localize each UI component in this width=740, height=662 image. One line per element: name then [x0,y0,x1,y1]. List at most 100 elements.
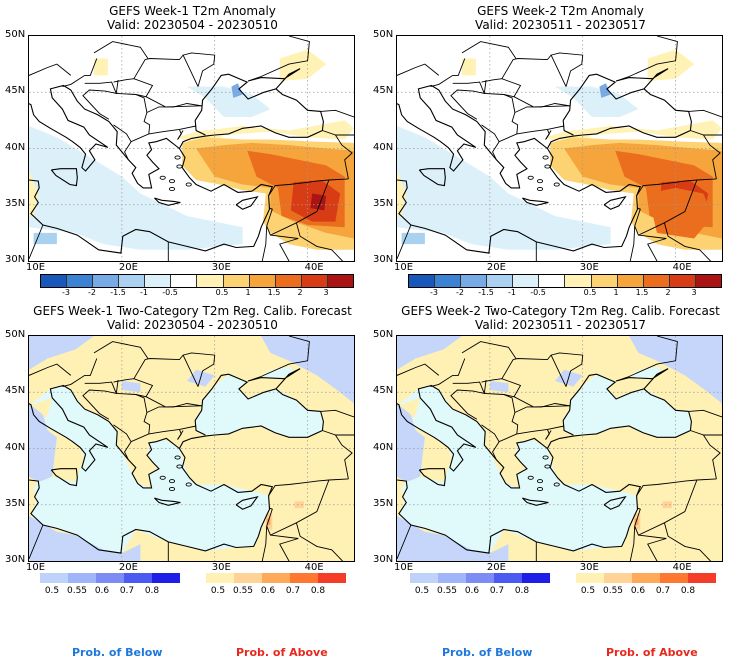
lon-tick-label: 30E [211,262,231,273]
colorbar-swatch [145,275,172,287]
prob-below-caption-left: Prob. of Below [72,646,163,659]
colorbar-swatch [68,573,96,583]
colorbar-swatch [152,573,180,583]
colorbar-swatch [124,573,152,583]
prob-colorbar-label: 0.55 [436,586,458,596]
colorbar-swatch [669,275,696,287]
colorbar-swatch [93,275,120,287]
lon-tick-label: 20E [118,562,138,573]
prob-colorbar-label: 0.8 [514,586,530,596]
prob-colorbar-label: 0.7 [119,586,135,596]
lon-tick-label: 10E [394,262,414,273]
colorbar-swatch [290,573,318,583]
colorbar-label: -3 [430,288,438,297]
colorbar-label: -3 [62,288,70,297]
lat-tick-label: 35N [373,497,394,509]
prob-above-colorbar-week2 [576,573,716,583]
colorbar-label: 1 [245,288,251,297]
colorbar-swatch [234,573,262,583]
colorbar-swatch [197,275,224,287]
colorbar-label: 1.5 [635,288,649,297]
lat-tick-label: 45N [373,385,394,397]
colorbar-swatch [41,275,68,287]
prob-colorbar-label: 0.8 [310,586,326,596]
colorbar-swatch [223,275,250,287]
colorbar-label: 0.5 [215,288,229,297]
map-canvas [397,336,722,561]
lat-tick-label: 45N [373,85,394,97]
lon-tick-label: 40E [672,262,692,273]
colorbar-label: -0.5 [530,288,546,297]
prob-colorbar-label: 0.7 [655,586,671,596]
panel3-valid: Valid: 20230504 - 20230510 [107,318,278,332]
lon-tick-label: 20E [118,262,138,273]
lat-tick-label: 35N [5,197,26,209]
colorbar-swatch [695,275,721,287]
colorbar-label: -1 [140,288,148,297]
colorbar-label: -1.5 [110,288,126,297]
colorbar-swatch [539,275,566,287]
colorbar-label: 1 [613,288,619,297]
colorbar-swatch [487,275,514,287]
colorbar-swatch [435,275,462,287]
panel4-title: GEFS Week-2 Two-Category T2m Reg. Calib.… [401,304,720,318]
prob-colorbar-label: 0.5 [210,586,226,596]
lon-tick-label: 40E [672,562,692,573]
colorbar-swatch [249,275,276,287]
colorbar-label: 2 [297,288,303,297]
colorbar-swatch [576,573,604,583]
colorbar-swatch [327,275,353,287]
colorbar-swatch [660,573,688,583]
colorbar-swatch [410,573,438,583]
lon-tick-label: 20E [486,562,506,573]
lat-tick-label: 30N [5,554,26,565]
colorbar-swatch [96,573,124,583]
prob-colorbar-label: 0.55 [66,586,88,596]
panel2-title: GEFS Week-2 T2m Anomaly [477,4,644,18]
lat-tick-label: 50N [5,29,26,40]
panel1-valid: Valid: 20230504 - 20230510 [107,18,278,32]
anomaly-colorbar-week2 [408,274,722,288]
prob-below-colorbar-week2 [410,573,550,583]
lon-tick-label: 20E [486,262,506,273]
colorbar-label: 3 [691,288,697,297]
colorbar-swatch [262,573,290,583]
colorbar-swatch [617,275,644,287]
colorbar-swatch [591,275,618,287]
lon-tick-label: 10E [394,562,414,573]
lon-tick-label: 10E [26,562,46,573]
lon-tick-label: 30E [211,562,231,573]
colorbar-label: -2 [456,288,464,297]
colorbar-swatch [119,275,146,287]
colorbar-swatch [275,275,302,287]
probability-map-week1 [28,335,355,562]
colorbar-swatch [565,275,592,287]
colorbar-label: 1.5 [267,288,281,297]
lat-tick-label: 40N [373,141,394,153]
colorbar-swatch [67,275,94,287]
colorbar-swatch [461,275,488,287]
probability-map-week2 [396,335,723,562]
colorbar-label: 3 [323,288,329,297]
colorbar-swatch [494,573,522,583]
lat-tick-label: 50N [373,329,394,340]
panel1-title: GEFS Week-1 T2m Anomaly [109,4,276,18]
colorbar-label: 2 [665,288,671,297]
colorbar-swatch [409,275,436,287]
lat-tick-label: 30N [5,254,26,265]
colorbar-swatch [522,573,550,583]
colorbar-swatch [466,573,494,583]
map-canvas [29,36,354,261]
prob-above-colorbar-week1 [206,573,346,583]
lat-tick-label: 40N [373,441,394,453]
colorbar-label: -1 [508,288,516,297]
prob-colorbar-label: 0.6 [260,586,276,596]
panel3-title: GEFS Week-1 Two-Category T2m Reg. Calib.… [33,304,352,318]
panel2-valid: Valid: 20230511 - 20230517 [475,18,646,32]
colorbar-swatch [318,573,346,583]
map-canvas [29,336,354,561]
colorbar-swatch [40,573,68,583]
prob-colorbar-label: 0.7 [285,586,301,596]
colorbar-swatch [206,573,234,583]
lat-tick-label: 30N [373,554,394,565]
